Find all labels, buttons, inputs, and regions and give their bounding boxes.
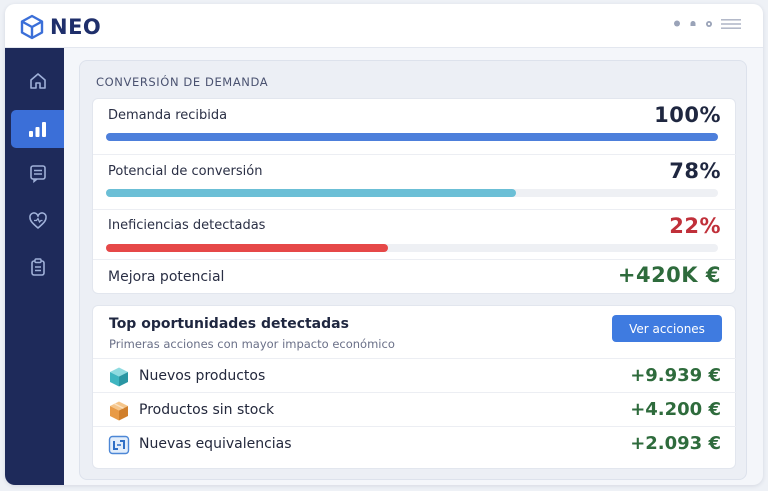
app-window: NEO	[5, 4, 763, 485]
metric-row-conversion: Potencial de conversión 78%	[93, 154, 737, 209]
pin-icon[interactable]	[673, 20, 681, 28]
metric-label: Potencial de conversión	[108, 164, 263, 179]
opportunities-card: Top oportunidades detectadas Primeras ac…	[92, 305, 737, 469]
opportunity-value: +4.200 €	[630, 399, 721, 420]
box-orange-icon	[110, 401, 128, 421]
metric-row-demand: Demanda recibida 100%	[93, 99, 737, 154]
gear-icon[interactable]	[705, 20, 713, 28]
metric-value: 100%	[654, 103, 721, 127]
opportunities-subtitle: Primeras acciones con mayor impacto econ…	[109, 337, 395, 351]
metric-row-improvement: Mejora potencial +420K €	[93, 259, 737, 295]
sidebar-item-chart[interactable]	[11, 110, 64, 148]
header-icons	[673, 19, 741, 29]
opportunity-label: Nuevos productos	[139, 368, 266, 384]
home-icon	[29, 73, 46, 89]
view-actions-button[interactable]: Ver acciones	[612, 315, 722, 342]
metric-row-inefficiencies: Ineficiencias detectadas 22%	[93, 209, 737, 259]
top-header: NEO	[5, 4, 763, 48]
logo[interactable]: NEO	[19, 14, 101, 40]
opportunity-row[interactable]: Nuevas equivalencias +2.093 €	[93, 426, 737, 460]
metric-value: 22%	[669, 214, 721, 238]
section-title: CONVERSIÓN DE DEMANDA	[96, 75, 269, 89]
progress-fill	[106, 244, 388, 252]
sidebar-item-health[interactable]	[11, 202, 64, 240]
clipboard-icon	[30, 258, 45, 276]
sidebar-item-clipboard[interactable]	[11, 248, 64, 286]
equivalence-icon	[108, 435, 130, 455]
bell-icon[interactable]	[689, 20, 697, 28]
progress-track	[106, 244, 718, 252]
improvement-value: +420K €	[617, 263, 721, 287]
opportunity-value: +9.939 €	[630, 365, 721, 386]
progress-fill	[106, 133, 718, 141]
opportunity-row[interactable]: Productos sin stock +4.200 €	[93, 392, 737, 426]
improvement-label: Mejora potencial	[108, 269, 225, 285]
metric-value: 78%	[669, 159, 721, 183]
sidebar	[5, 48, 64, 485]
conversion-card: Demanda recibida 100% Potencial de conve…	[92, 98, 737, 295]
cube-logo-icon	[20, 14, 44, 40]
metric-label: Ineficiencias detectadas	[108, 218, 266, 233]
opportunity-label: Productos sin stock	[139, 402, 275, 418]
chart-icon	[28, 122, 46, 137]
heart-icon	[28, 212, 47, 229]
main-panel: CONVERSIÓN DE DEMANDA Demanda recibida 1…	[79, 60, 747, 480]
opportunities-title: Top oportunidades detectadas	[109, 316, 349, 332]
opportunity-label: Nuevas equivalencias	[139, 436, 292, 452]
progress-fill	[106, 189, 517, 197]
progress-track	[106, 189, 718, 197]
opportunity-row[interactable]: Nuevos productos +9.939 €	[93, 358, 737, 392]
menu-icon[interactable]	[721, 19, 741, 29]
document-icon	[29, 165, 46, 183]
cube-teal-icon	[110, 367, 128, 387]
opportunity-value: +2.093 €	[630, 433, 721, 454]
sidebar-item-documents[interactable]	[11, 154, 64, 192]
progress-track	[106, 133, 718, 141]
metric-label: Demanda recibida	[108, 108, 228, 123]
logo-text: NEO	[50, 15, 102, 39]
sidebar-item-home[interactable]	[11, 62, 64, 100]
